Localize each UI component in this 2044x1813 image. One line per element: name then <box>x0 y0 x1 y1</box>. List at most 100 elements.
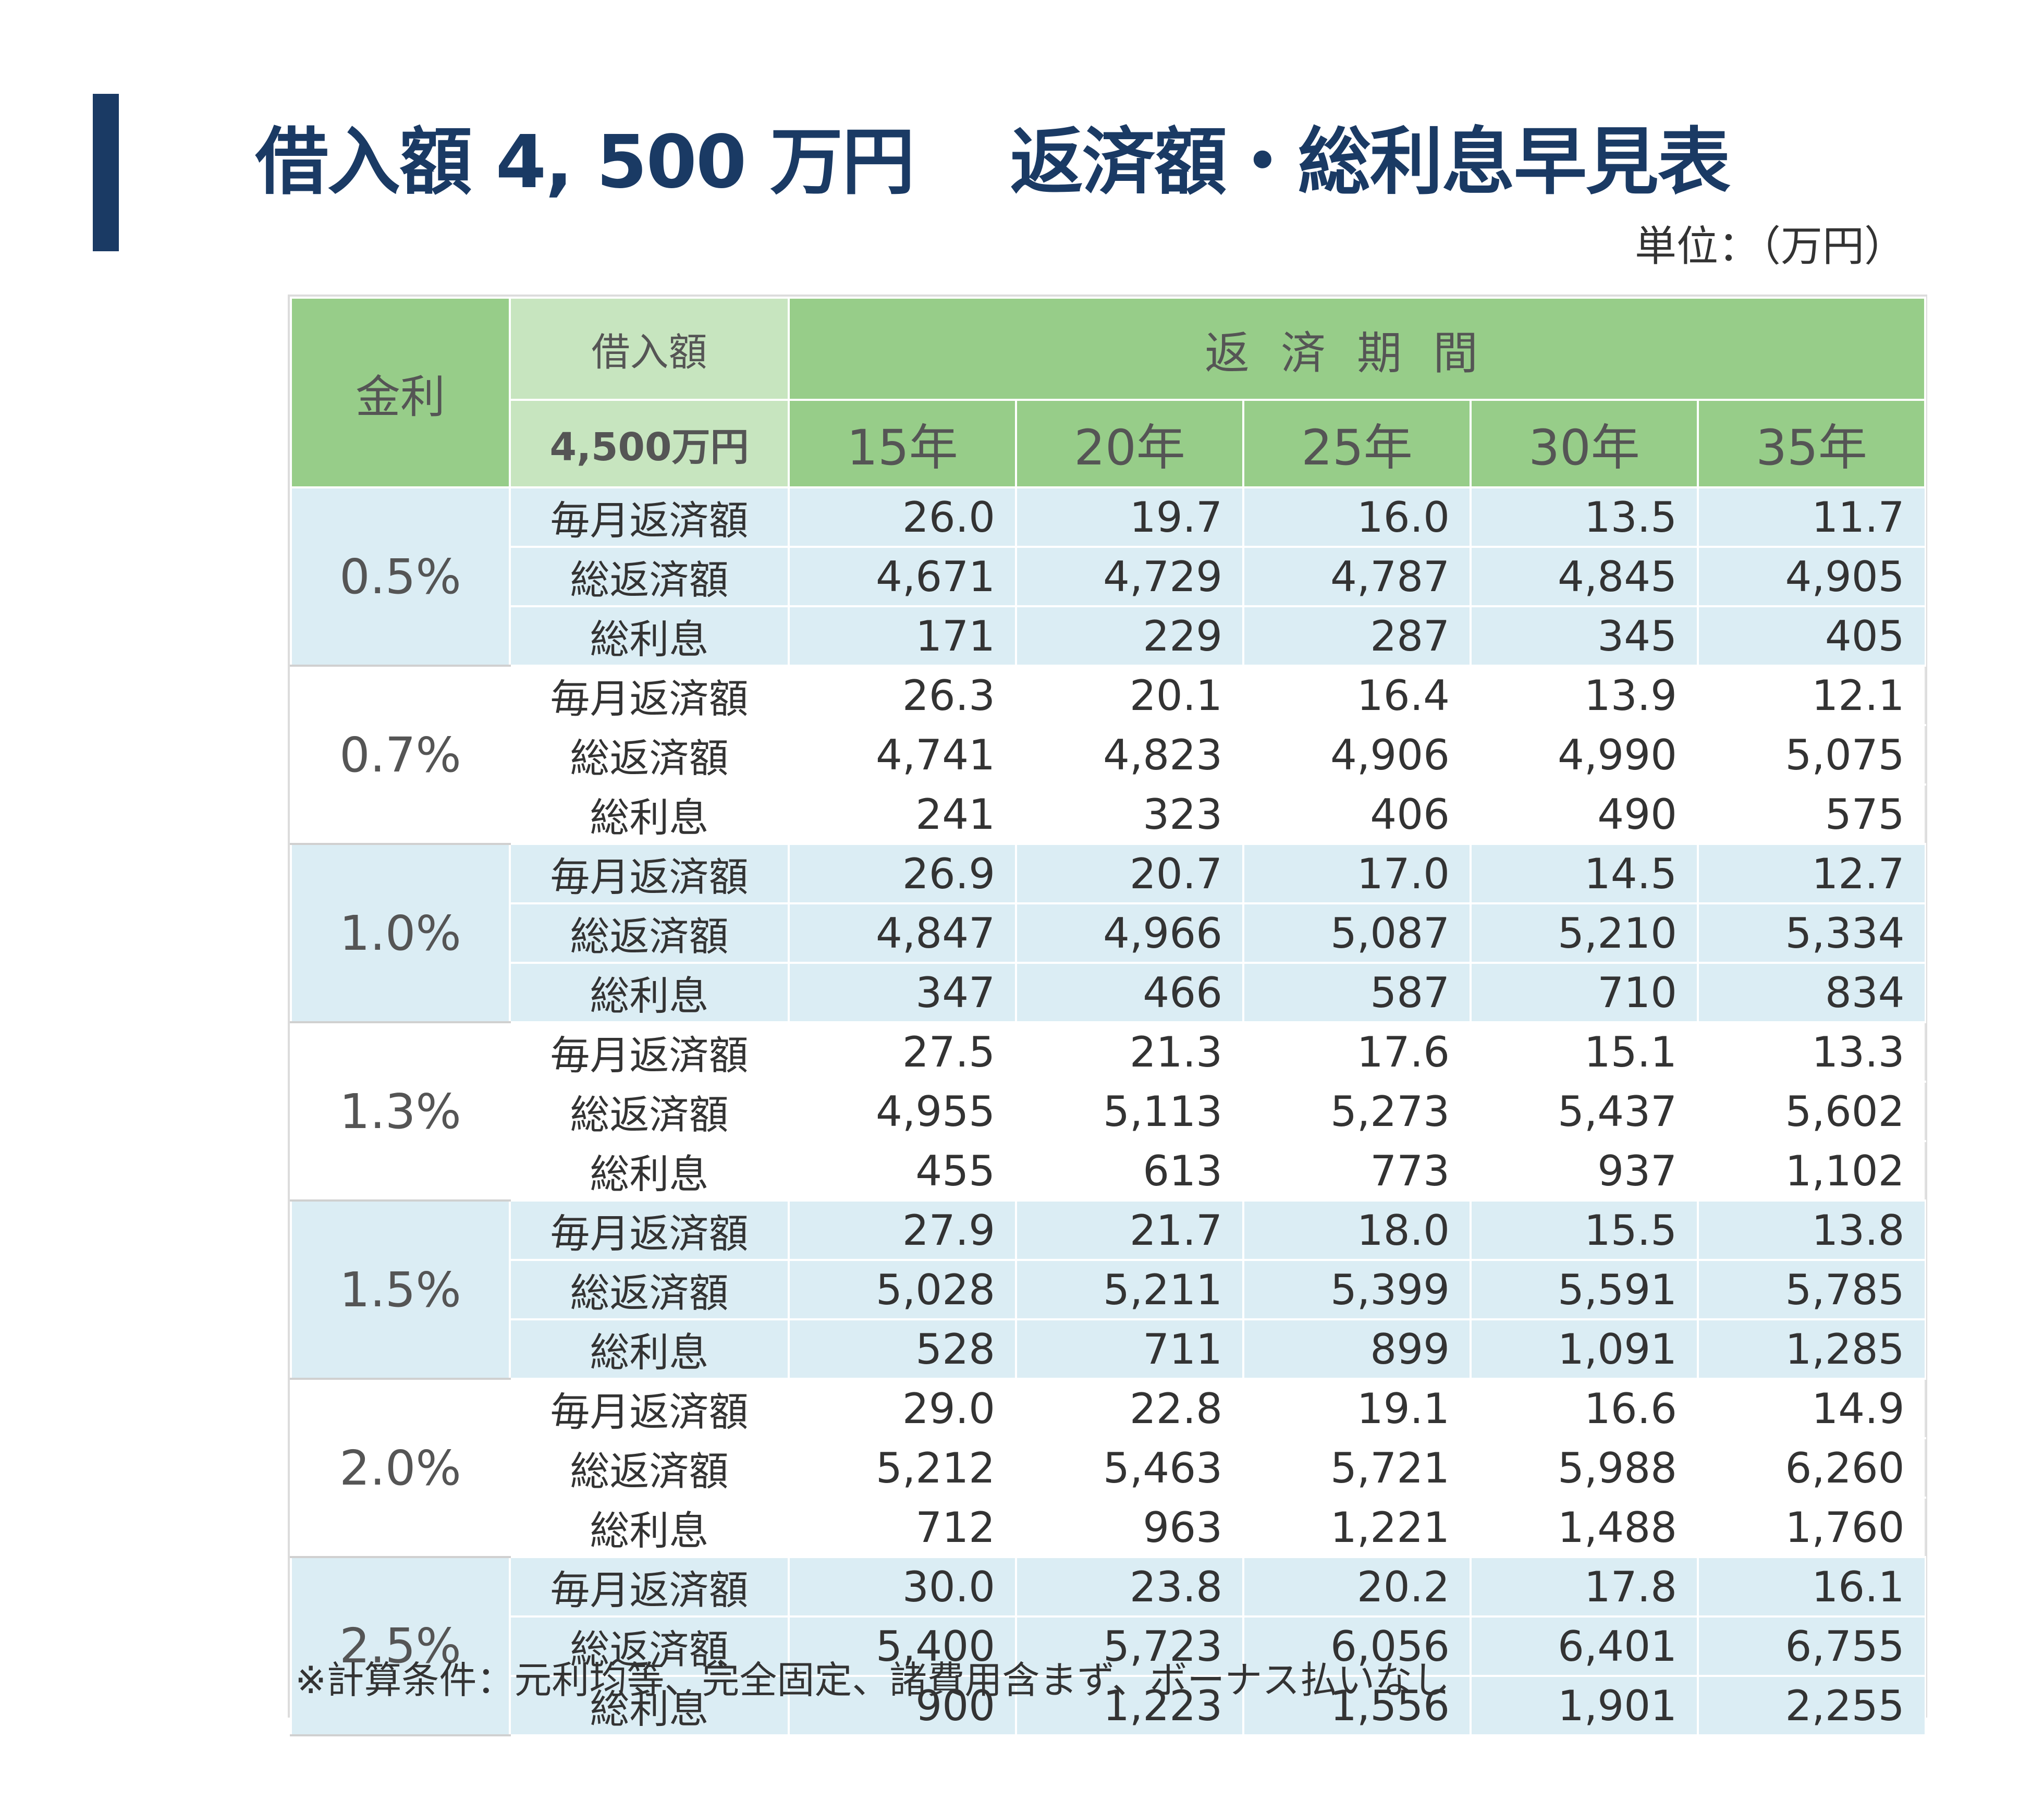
interest-rate-cell: 1.0% <box>290 843 511 1023</box>
value-cell: 12.1 <box>1696 665 1926 726</box>
value-cell: 834 <box>1696 962 1926 1023</box>
value-cell: 14.9 <box>1696 1378 1926 1439</box>
row-label: 毎月返済額 <box>509 1021 790 1083</box>
table-row: 総返済額 4,671 4,729 4,787 4,845 4,905 <box>291 546 1926 607</box>
row-label: 総利息 <box>509 1140 790 1202</box>
value-cell: 4,787 <box>1242 546 1472 607</box>
value-cell: 5,723 <box>1015 1615 1244 1677</box>
table-row: 総利息 528 711 899 1,091 1,285 <box>291 1318 1926 1380</box>
value-cell: 241 <box>788 783 1017 845</box>
value-cell: 1,556 <box>1242 1675 1472 1736</box>
table-row: 総返済額 4,955 5,113 5,273 5,437 5,602 <box>291 1081 1926 1142</box>
value-cell: 1,760 <box>1696 1497 1926 1558</box>
value-cell: 20.7 <box>1015 843 1244 904</box>
row-label: 総返済額 <box>509 1437 790 1499</box>
row-label: 総返済額 <box>509 902 790 964</box>
value-cell: 4,847 <box>788 902 1017 964</box>
rate-group: 1.3% 毎月返済額 27.5 21.3 17.6 15.1 13.3 総返済額 4,955 5,… <box>290 1021 1926 1202</box>
value-cell: 5,075 <box>1696 724 1926 786</box>
unit-label: 単位：（万円） <box>1635 222 1906 271</box>
value-cell: 899 <box>1242 1318 1472 1380</box>
value-cell: 2,255 <box>1696 1675 1926 1736</box>
value-cell: 20.2 <box>1242 1556 1472 1618</box>
value-cell: 4,966 <box>1015 902 1244 964</box>
year-header: 15年 <box>788 399 1017 488</box>
value-cell: 5,113 <box>1015 1081 1244 1142</box>
value-cell: 4,741 <box>788 724 1017 786</box>
table-row: 総利息 712 963 1,221 1,488 1,760 <box>291 1497 1926 1558</box>
value-cell: 4,671 <box>788 546 1017 607</box>
value-cell: 4,906 <box>1242 724 1472 786</box>
value-cell: 30.0 <box>788 1556 1017 1618</box>
year-header: 20年 <box>1015 399 1244 488</box>
value-cell: 345 <box>1470 605 1699 667</box>
value-cell: 16.1 <box>1696 1556 1926 1618</box>
value-cell: 13.5 <box>1470 486 1699 548</box>
rate-group: 0.5% 毎月返済額 26.0 19.7 16.0 13.5 11.7 総返済額 4,671 4,… <box>290 486 1926 667</box>
value-cell: 26.9 <box>788 843 1017 904</box>
year-header: 30年 <box>1470 399 1699 488</box>
value-cell: 6,260 <box>1696 1437 1926 1499</box>
table-row: 0.7% 毎月返済額 26.3 20.1 16.4 13.9 12.1 <box>290 665 1926 845</box>
value-cell: 5,400 <box>788 1615 1017 1677</box>
row-label: 総利息 <box>509 962 790 1023</box>
table-row: 1.5% 毎月返済額 27.9 21.7 18.0 15.5 13.8 <box>290 1199 1926 1380</box>
table-row: 総利息 171 229 287 345 405 <box>291 605 1926 667</box>
table-row: 総利息 455 613 773 937 1,102 <box>291 1140 1926 1202</box>
value-cell: 5,399 <box>1242 1259 1472 1320</box>
value-cell: 528 <box>788 1318 1017 1380</box>
value-cell: 19.1 <box>1242 1378 1472 1439</box>
value-cell: 22.8 <box>1015 1378 1244 1439</box>
table-row: 総返済額 4,741 4,823 4,906 4,990 5,075 <box>291 724 1926 786</box>
interest-rate-cell: 2.0% <box>290 1378 511 1558</box>
value-cell: 6,056 <box>1242 1615 1472 1677</box>
value-cell: 4,955 <box>788 1081 1017 1142</box>
page-title: 借入額 4, 500 万円 返済額・総利息早見表 <box>255 120 1731 205</box>
value-cell: 5,463 <box>1015 1437 1244 1499</box>
row-label: 総利息 <box>509 1675 790 1736</box>
value-cell: 171 <box>788 605 1017 667</box>
value-cell: 466 <box>1015 962 1244 1023</box>
row-label: 毎月返済額 <box>509 843 790 904</box>
value-cell: 18.0 <box>1242 1199 1472 1261</box>
row-label: 総返済額 <box>509 1081 790 1142</box>
value-cell: 406 <box>1242 783 1472 845</box>
table-row: 総利息 900 1,223 1,556 1,901 2,255 <box>291 1675 1926 1736</box>
value-cell: 710 <box>1470 962 1699 1023</box>
value-cell: 5,273 <box>1242 1081 1472 1142</box>
row-label: 総返済額 <box>509 724 790 786</box>
value-cell: 27.5 <box>788 1021 1017 1083</box>
value-cell: 575 <box>1696 783 1926 845</box>
loan-column-header: 借入額 <box>509 297 790 401</box>
value-cell: 11.7 <box>1696 486 1926 548</box>
table-row: 1.3% 毎月返済額 27.5 21.3 17.6 15.1 13.3 <box>290 1021 1926 1202</box>
interest-rate-cell: 1.3% <box>290 1021 511 1202</box>
rate-column-header: 金利 <box>290 297 511 488</box>
row-label: 毎月返済額 <box>509 1378 790 1439</box>
value-cell: 21.3 <box>1015 1021 1244 1083</box>
value-cell: 323 <box>1015 783 1244 845</box>
table-row: 総利息 241 323 406 490 575 <box>291 783 1926 845</box>
value-cell: 13.3 <box>1696 1021 1926 1083</box>
row-label: 毎月返済額 <box>509 1556 790 1618</box>
rate-group: 1.5% 毎月返済額 27.9 21.7 18.0 15.5 13.8 総返済額 5,028 5,… <box>290 1199 1926 1380</box>
value-cell: 5,437 <box>1470 1081 1699 1142</box>
value-cell: 5,602 <box>1696 1081 1926 1142</box>
calculation-note: ※計算条件：元利均等、完全固定、諸費用含まず、ボーナス払いなし <box>295 1658 1450 1702</box>
row-label: 総返済額 <box>509 1615 790 1677</box>
value-cell: 5,988 <box>1470 1437 1699 1499</box>
value-cell: 17.8 <box>1470 1556 1699 1618</box>
interest-rate-cell: 2.5% <box>290 1556 511 1736</box>
rate-group: 2.5% 毎月返済額 30.0 23.8 20.2 17.8 16.1 総返済額 5,400 5,… <box>290 1556 1926 1736</box>
value-cell: 12.7 <box>1696 843 1926 904</box>
value-cell: 587 <box>1242 962 1472 1023</box>
row-label: 毎月返済額 <box>509 1199 790 1261</box>
value-cell: 1,091 <box>1470 1318 1699 1380</box>
value-cell: 4,729 <box>1015 546 1244 607</box>
value-cell: 4,905 <box>1696 546 1926 607</box>
table-row: 総返済額 5,212 5,463 5,721 5,988 6,260 <box>291 1437 1926 1499</box>
value-cell: 1,285 <box>1696 1318 1926 1380</box>
value-cell: 5,785 <box>1696 1259 1926 1320</box>
table-row: 総利息 347 466 587 710 834 <box>291 962 1926 1023</box>
table-row: 0.5% 毎月返済額 26.0 19.7 16.0 13.5 11.7 <box>290 486 1926 667</box>
